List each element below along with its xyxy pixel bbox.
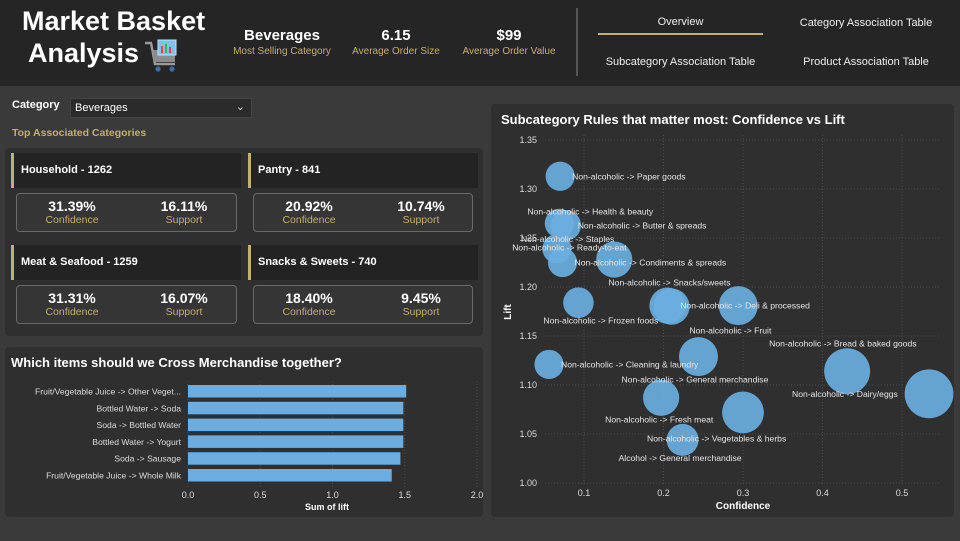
confidence-vs-lift-chart-panel: Subcategory Rules that matter most: Conf…: [491, 104, 954, 517]
confidence-metric: 31.31% Confidence: [17, 290, 127, 318]
confidence-value: 18.40%: [285, 290, 333, 306]
support-value: 16.11%: [160, 198, 208, 214]
support-label: Support: [165, 306, 203, 318]
header-divider: [576, 8, 578, 76]
confidence-metric: 20.92% Confidence: [254, 198, 364, 226]
bar[interactable]: [188, 469, 392, 482]
support-metric: 9.45% Support: [366, 290, 476, 318]
bar-category-label: Fruit/Vegetable Juice -> Other Veget...: [35, 387, 181, 397]
bar[interactable]: [188, 401, 404, 415]
kpi-value: Beverages: [244, 27, 320, 44]
tab-overview[interactable]: Overview: [598, 16, 763, 35]
bar-category-label: Fruit/Vegetable Juice -> Whole Milk: [46, 471, 182, 481]
support-label: Support: [402, 214, 440, 226]
tab-category-association-table[interactable]: Category Association Table: [799, 17, 933, 29]
kpi-label: Average Order Value: [462, 46, 556, 57]
confidence-metric: 31.39% Confidence: [17, 198, 127, 226]
bar[interactable]: [188, 385, 407, 398]
kpi-label: Most Selling Category: [233, 46, 331, 57]
kpi-most-selling-category: Beverages Most Selling Category: [230, 27, 334, 57]
confidence-label: Confidence: [282, 306, 336, 318]
kpi-value: $99: [496, 27, 522, 44]
kpi-label: Average Order Size: [352, 46, 440, 57]
category-card-header: Snacks & Sweets - 740: [248, 245, 478, 280]
tab-subcategory-association-table[interactable]: Subcategory Association Table: [605, 56, 756, 68]
bar-category-label: Bottled Water -> Soda: [97, 403, 182, 413]
dashboard-title: Market Basket Analysis: [22, 5, 205, 69]
kpi-average-order-size: 6.15 Average Order Size: [350, 27, 442, 57]
category-card-metrics: 31.39% Confidence 16.11% Support: [16, 193, 237, 232]
confidence-label: Confidence: [282, 214, 336, 226]
category-dropdown-value: Beverages: [75, 102, 128, 114]
bar-category-label: Bottled Water -> Yogurt: [92, 437, 181, 447]
bar[interactable]: [188, 452, 401, 465]
kpi-value: 6.15: [381, 27, 411, 44]
confidence-label: Confidence: [45, 214, 99, 226]
category-dropdown[interactable]: Beverages ⌄: [70, 98, 252, 118]
bar[interactable]: [188, 418, 404, 432]
category-filter-label: Category: [12, 99, 60, 111]
support-metric: 16.07% Support: [129, 290, 239, 318]
support-metric: 10.74% Support: [366, 198, 476, 226]
cross-merchandise-chart-panel: Which items should we Cross Merchandise …: [5, 347, 483, 517]
confidence-label: Confidence: [45, 306, 99, 318]
top-associated-categories-title: Top Associated Categories: [12, 127, 147, 139]
category-card-metrics: 31.31% Confidence 16.07% Support: [16, 285, 237, 324]
chevron-down-icon[interactable]: ⌄: [235, 101, 245, 113]
category-card-metrics: 18.40% Confidence 9.45% Support: [253, 285, 473, 324]
support-value: 16.07%: [160, 290, 208, 306]
category-card-metrics: 20.92% Confidence 10.74% Support: [253, 193, 473, 232]
bar[interactable]: [188, 435, 404, 448]
kpi-average-order-value: $99 Average Order Value: [460, 27, 558, 57]
confidence-value: 31.31%: [48, 290, 96, 306]
title-line-2: Analysis: [28, 38, 140, 68]
confidence-value: 20.92%: [285, 198, 333, 214]
bar-x-tick-label: 0.5: [254, 490, 267, 500]
category-card-header: Pantry - 841: [248, 153, 478, 188]
bar-category-label: Soda -> Sausage: [114, 454, 181, 464]
header-bar: Market Basket Analysis Beverages Most Se…: [0, 0, 960, 86]
support-label: Support: [165, 214, 203, 226]
bar-x-tick-label: 2.0: [471, 490, 483, 500]
bar-chart: Fruit/Vegetable Juice -> Other Veget... B…: [35, 381, 483, 512]
support-label: Support: [402, 306, 440, 318]
bar-x-tick-label: 1.0: [326, 490, 339, 500]
bar-x-axis-label: Sum of lift: [305, 502, 349, 512]
bar-x-tick-label: 0.0: [182, 490, 195, 500]
confidence-metric: 18.40% Confidence: [254, 290, 364, 318]
support-value: 9.45%: [401, 290, 441, 306]
category-card-header: Household - 1262: [11, 153, 241, 188]
category-card-header: Meat & Seafood - 1259: [11, 245, 241, 280]
support-value: 10.74%: [397, 198, 445, 214]
bar-category-label: Soda -> Bottled Water: [97, 420, 182, 430]
title-line-1: Market Basket: [22, 6, 206, 36]
bar-chart-title: Which items should we Cross Merchandise …: [11, 355, 342, 370]
tab-product-association-table[interactable]: Product Association Table: [803, 56, 929, 68]
confidence-value: 31.39%: [48, 198, 96, 214]
shopping-cart-chart-icon: [145, 39, 177, 72]
bar-x-tick-label: 1.5: [398, 490, 411, 500]
scatter-chart-title: Subcategory Rules that matter most: Conf…: [501, 112, 845, 127]
support-metric: 16.11% Support: [129, 198, 239, 226]
